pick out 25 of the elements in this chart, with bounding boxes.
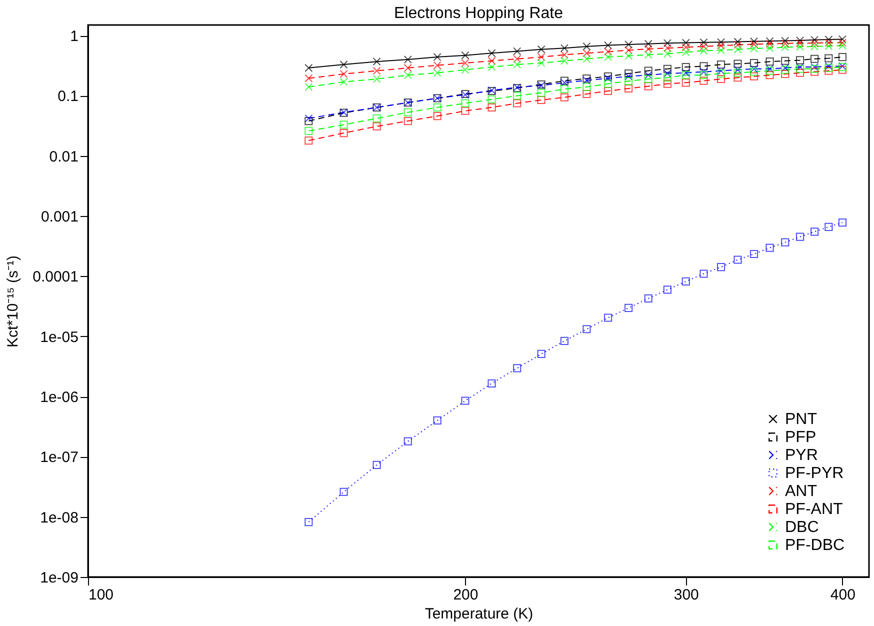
- y-tick-label: 1e-09: [40, 570, 78, 586]
- legend-label: PF-PYR: [785, 465, 844, 482]
- legend-label: PYR: [785, 447, 818, 464]
- y-tick-label: 0.0001: [32, 268, 78, 286]
- chart-title: Electrons Hopping Rate: [394, 5, 564, 22]
- y-tick-label: 1: [70, 28, 78, 46]
- y-tick-label: 0.001: [40, 208, 78, 226]
- legend-label: DBC: [785, 519, 819, 536]
- y-tick-label: 0.01: [49, 148, 78, 166]
- legend-label: PF-ANT: [785, 501, 843, 518]
- legend-label: PNT: [785, 411, 818, 428]
- legend-label: ANT: [785, 483, 818, 500]
- x-tick-label: 100: [88, 586, 114, 604]
- y-tick-label: 1e-06: [40, 389, 78, 406]
- y-tick-label: 1e-05: [40, 328, 78, 346]
- y-tick-label: 1e-08: [40, 509, 78, 526]
- x-tick-label: 200: [453, 586, 478, 604]
- x-tick-label: 300: [674, 586, 699, 604]
- legend-label: PF-DBC: [785, 537, 845, 554]
- y-tick-label: 1e-07: [40, 449, 78, 466]
- x-tick-label: 400: [830, 586, 856, 604]
- y-tick-label: 0.1: [58, 88, 78, 106]
- y-axis-title: Kct*10⁻¹⁵ (s⁻¹): [4, 255, 22, 348]
- x-axis-title: Temperature (K): [424, 606, 534, 622]
- legend-label: PFP: [785, 429, 816, 446]
